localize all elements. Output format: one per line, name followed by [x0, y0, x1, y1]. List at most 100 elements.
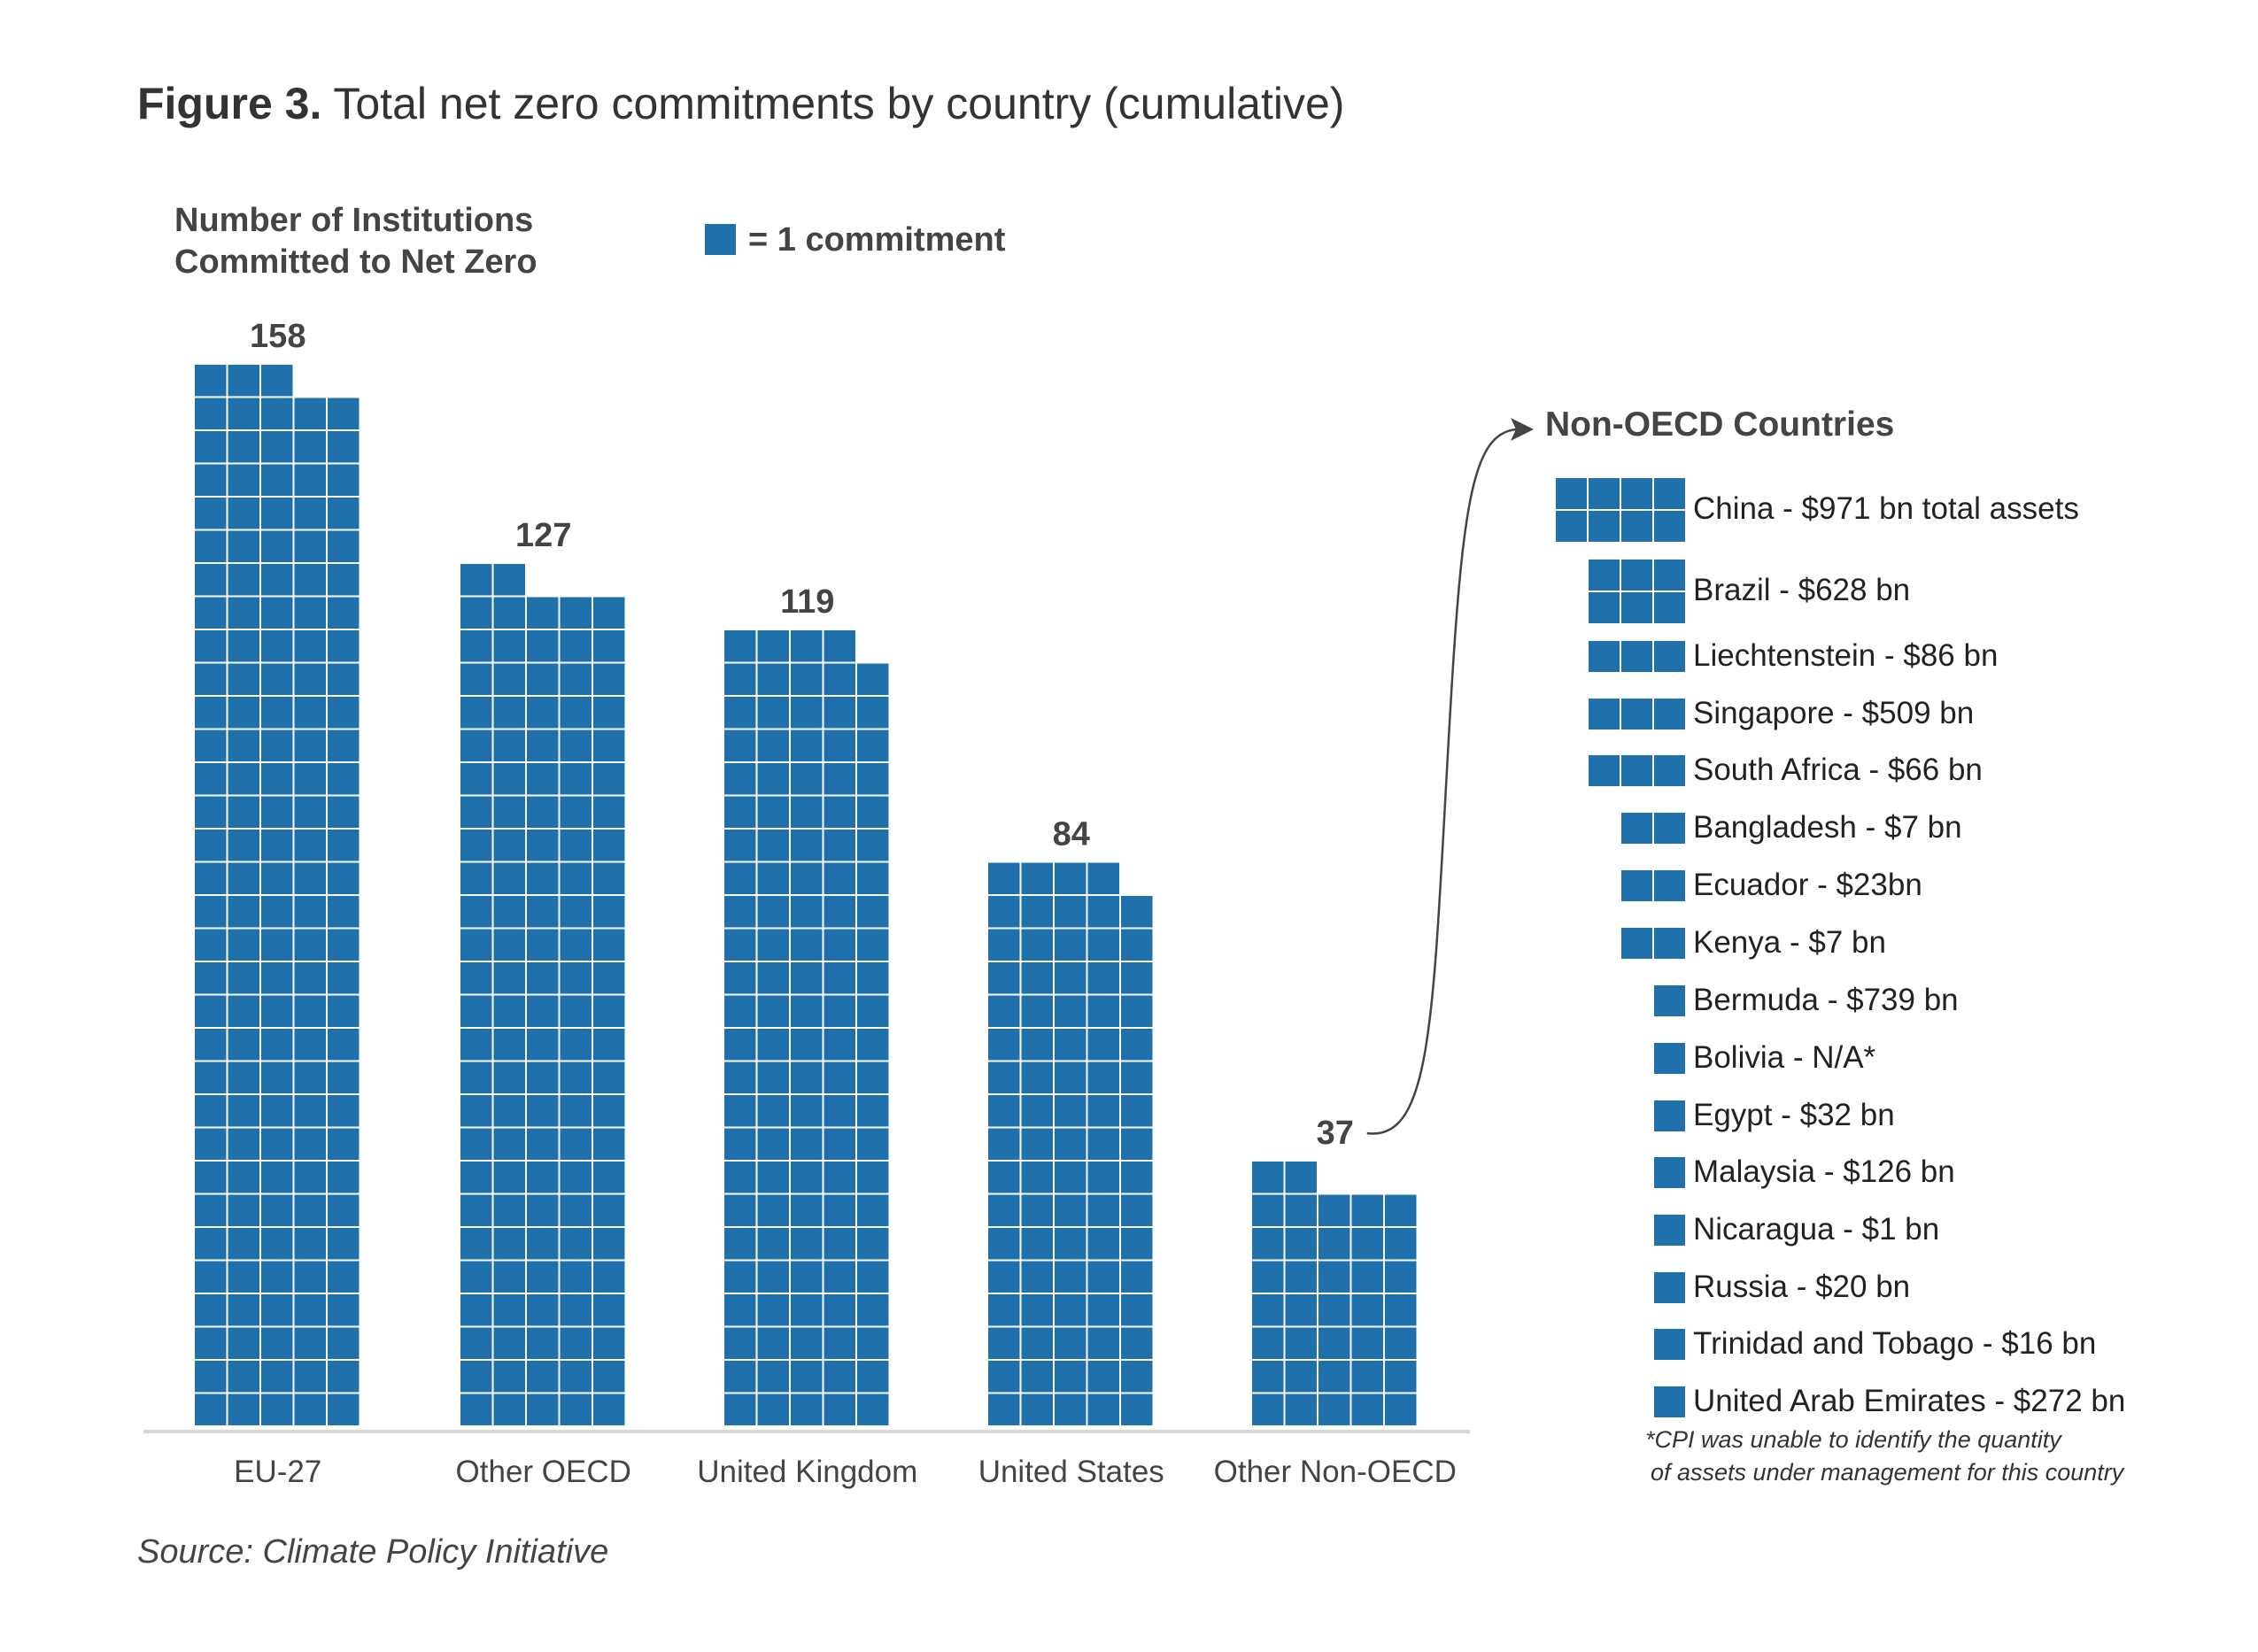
commitment-square — [460, 1194, 492, 1226]
commitment-square — [493, 796, 525, 828]
commitment-square — [460, 597, 492, 629]
commitment-square — [1318, 1228, 1350, 1260]
commitment-square — [261, 1029, 293, 1061]
commitment-square — [195, 1228, 227, 1260]
non-oecd-item: Singapore - $509 bn — [0, 696, 2258, 730]
non-oecd-item: South Africa - $66 bn — [0, 752, 2258, 787]
commitment-square — [857, 1294, 889, 1326]
commitment-square — [1021, 1061, 1053, 1093]
commitment-square — [460, 1228, 492, 1260]
commitment-square — [261, 530, 293, 562]
commitment-square — [857, 1029, 889, 1061]
commitment-square — [757, 862, 789, 894]
commitment-square — [328, 995, 360, 1027]
commitment-square — [1556, 478, 1587, 509]
commitment-square — [824, 1095, 855, 1127]
commitment-square — [1385, 1361, 1417, 1393]
commitment-square — [724, 830, 756, 861]
commitment-square — [460, 1327, 492, 1359]
bar-United States — [988, 862, 1153, 1425]
commitment-square — [724, 1327, 756, 1359]
commitment-square — [593, 763, 625, 795]
commitment-square — [195, 1361, 227, 1393]
commitment-square — [195, 962, 227, 994]
non-oecd-label: South Africa - $66 bn — [1693, 752, 1983, 787]
commitment-square — [560, 597, 592, 629]
commitment-square — [1087, 929, 1119, 961]
commitment-square — [328, 1228, 360, 1260]
commitment-square — [527, 1361, 559, 1393]
commitment-square — [328, 564, 360, 596]
commitment-square — [988, 1095, 1020, 1127]
commitment-square — [857, 1393, 889, 1425]
commitment-square — [757, 630, 789, 662]
y-axis-label-line1: Number of Institutions — [174, 202, 534, 239]
commitment-square — [328, 830, 360, 861]
commitment-square — [1351, 1393, 1383, 1425]
commitment-square — [294, 962, 326, 994]
commitment-square — [460, 1128, 492, 1160]
commitment-square — [1654, 1215, 1685, 1246]
commitment-square — [1351, 1294, 1383, 1326]
commitment-square — [1021, 1095, 1053, 1127]
commitment-square — [824, 1162, 855, 1193]
commitment-square — [1252, 1327, 1284, 1359]
commitment-square — [1121, 1061, 1153, 1093]
commitment-square — [294, 1393, 326, 1425]
commitment-square — [857, 995, 889, 1027]
commitment-square — [1087, 1261, 1119, 1293]
commitment-square — [1285, 1327, 1317, 1359]
commitment-square — [527, 896, 559, 928]
non-oecd-label: Kenya - $7 bn — [1693, 924, 1886, 960]
commitment-square — [228, 1128, 259, 1160]
commitment-square — [1285, 1228, 1317, 1260]
commitment-square — [1087, 1029, 1119, 1061]
commitment-square — [1654, 928, 1685, 959]
commitment-square — [228, 830, 259, 861]
commitment-square — [1351, 1194, 1383, 1226]
commitment-square — [195, 1261, 227, 1293]
commitment-square — [228, 1061, 259, 1093]
non-oecd-item: China - $971 bn total assets — [0, 478, 2258, 547]
commitment-square — [527, 796, 559, 828]
commitment-square — [1318, 1327, 1350, 1359]
commitment-square — [724, 1228, 756, 1260]
commitment-square — [328, 862, 360, 894]
commitment-square — [988, 929, 1020, 961]
commitment-square — [1589, 511, 1620, 542]
non-oecd-label: Russia - $20 bn — [1693, 1269, 1911, 1304]
commitment-square — [1621, 592, 1652, 623]
commitment-square — [560, 830, 592, 861]
commitment-square — [195, 431, 227, 463]
commitment-square — [1121, 1095, 1153, 1127]
commitment-square — [1654, 1043, 1685, 1074]
connector-arrow — [1366, 428, 1517, 1135]
commitment-square — [593, 929, 625, 961]
commitment-square — [791, 830, 823, 861]
commitment-square — [1252, 1294, 1284, 1326]
commitment-square — [791, 1194, 823, 1226]
commitment-square — [527, 929, 559, 961]
commitment-square — [328, 1327, 360, 1359]
commitment-square — [1021, 962, 1053, 994]
commitment-square — [261, 1061, 293, 1093]
commitment-square — [791, 1128, 823, 1160]
non-oecd-title: Non-OECD Countries — [1545, 405, 1895, 444]
commitment-square — [724, 929, 756, 961]
commitment-square — [560, 1361, 592, 1393]
commitment-square — [527, 1261, 559, 1293]
commitment-square — [1121, 929, 1153, 961]
commitment-square — [988, 1194, 1020, 1226]
commitment-square — [1055, 1294, 1086, 1326]
commitment-square — [560, 1393, 592, 1425]
commitment-square — [857, 730, 889, 761]
commitment-square — [791, 1361, 823, 1393]
commitment-square — [724, 1029, 756, 1061]
bar-Other OECD — [460, 564, 625, 1425]
commitment-square — [824, 663, 855, 695]
commitment-square — [988, 1261, 1020, 1293]
commitment-square — [757, 730, 789, 761]
bar-United Kingdom — [724, 630, 889, 1425]
commitment-square — [228, 597, 259, 629]
commitment-square — [294, 1029, 326, 1061]
